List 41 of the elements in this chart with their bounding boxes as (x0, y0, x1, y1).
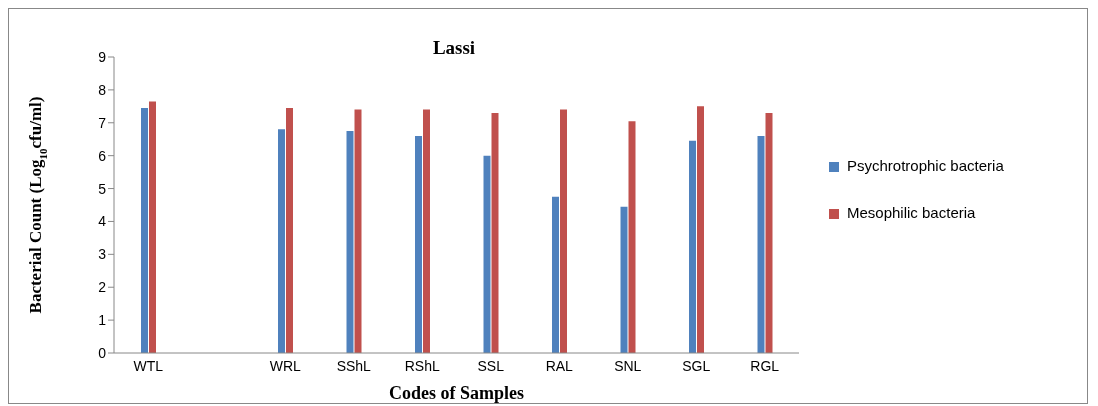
bar (757, 135, 765, 353)
bar (346, 131, 354, 353)
y-tick-label: 0 (98, 344, 107, 361)
y-tick-label: 4 (98, 213, 107, 230)
y-tick-label: 7 (98, 114, 107, 131)
x-tick-label: WRL (269, 357, 302, 374)
bar (354, 109, 362, 353)
y-tick-label: 3 (98, 246, 107, 263)
bar (765, 112, 773, 353)
bar (620, 206, 628, 353)
bar (141, 107, 148, 353)
bar (423, 109, 430, 353)
bar (415, 135, 422, 353)
x-tick-label: RAL (545, 357, 574, 374)
x-tick-label: RShL (404, 357, 440, 374)
bar (697, 106, 704, 353)
bar (491, 112, 499, 353)
bar (552, 196, 559, 353)
y-tick-label: 5 (98, 180, 107, 197)
bar (286, 107, 293, 353)
y-tick-label: 8 (98, 81, 107, 98)
x-tick-label: SSL (477, 357, 505, 374)
bar (560, 109, 567, 353)
legend-label: Psychrotrophic bacteria (847, 157, 1005, 174)
legend-label: Mesophilic bacteria (847, 204, 977, 221)
y-tick-label: 1 (98, 312, 107, 329)
bar (628, 121, 636, 353)
bar (149, 101, 156, 353)
x-axis-title: Codes of Samples (388, 383, 525, 403)
bar (483, 155, 491, 353)
x-tick-label: WTL (133, 357, 164, 374)
y-tick-label: 2 (98, 279, 107, 296)
y-tick-label: 6 (98, 147, 107, 164)
x-tick-label: SShL (336, 357, 372, 374)
bar (689, 140, 696, 353)
y-tick-label: 9 (98, 48, 107, 65)
chart-title: Lassi (431, 37, 477, 59)
x-tick-label: RGL (750, 357, 780, 374)
bar (278, 129, 285, 353)
x-tick-label: SNL (614, 357, 642, 374)
x-tick-label: SGL (682, 357, 711, 374)
